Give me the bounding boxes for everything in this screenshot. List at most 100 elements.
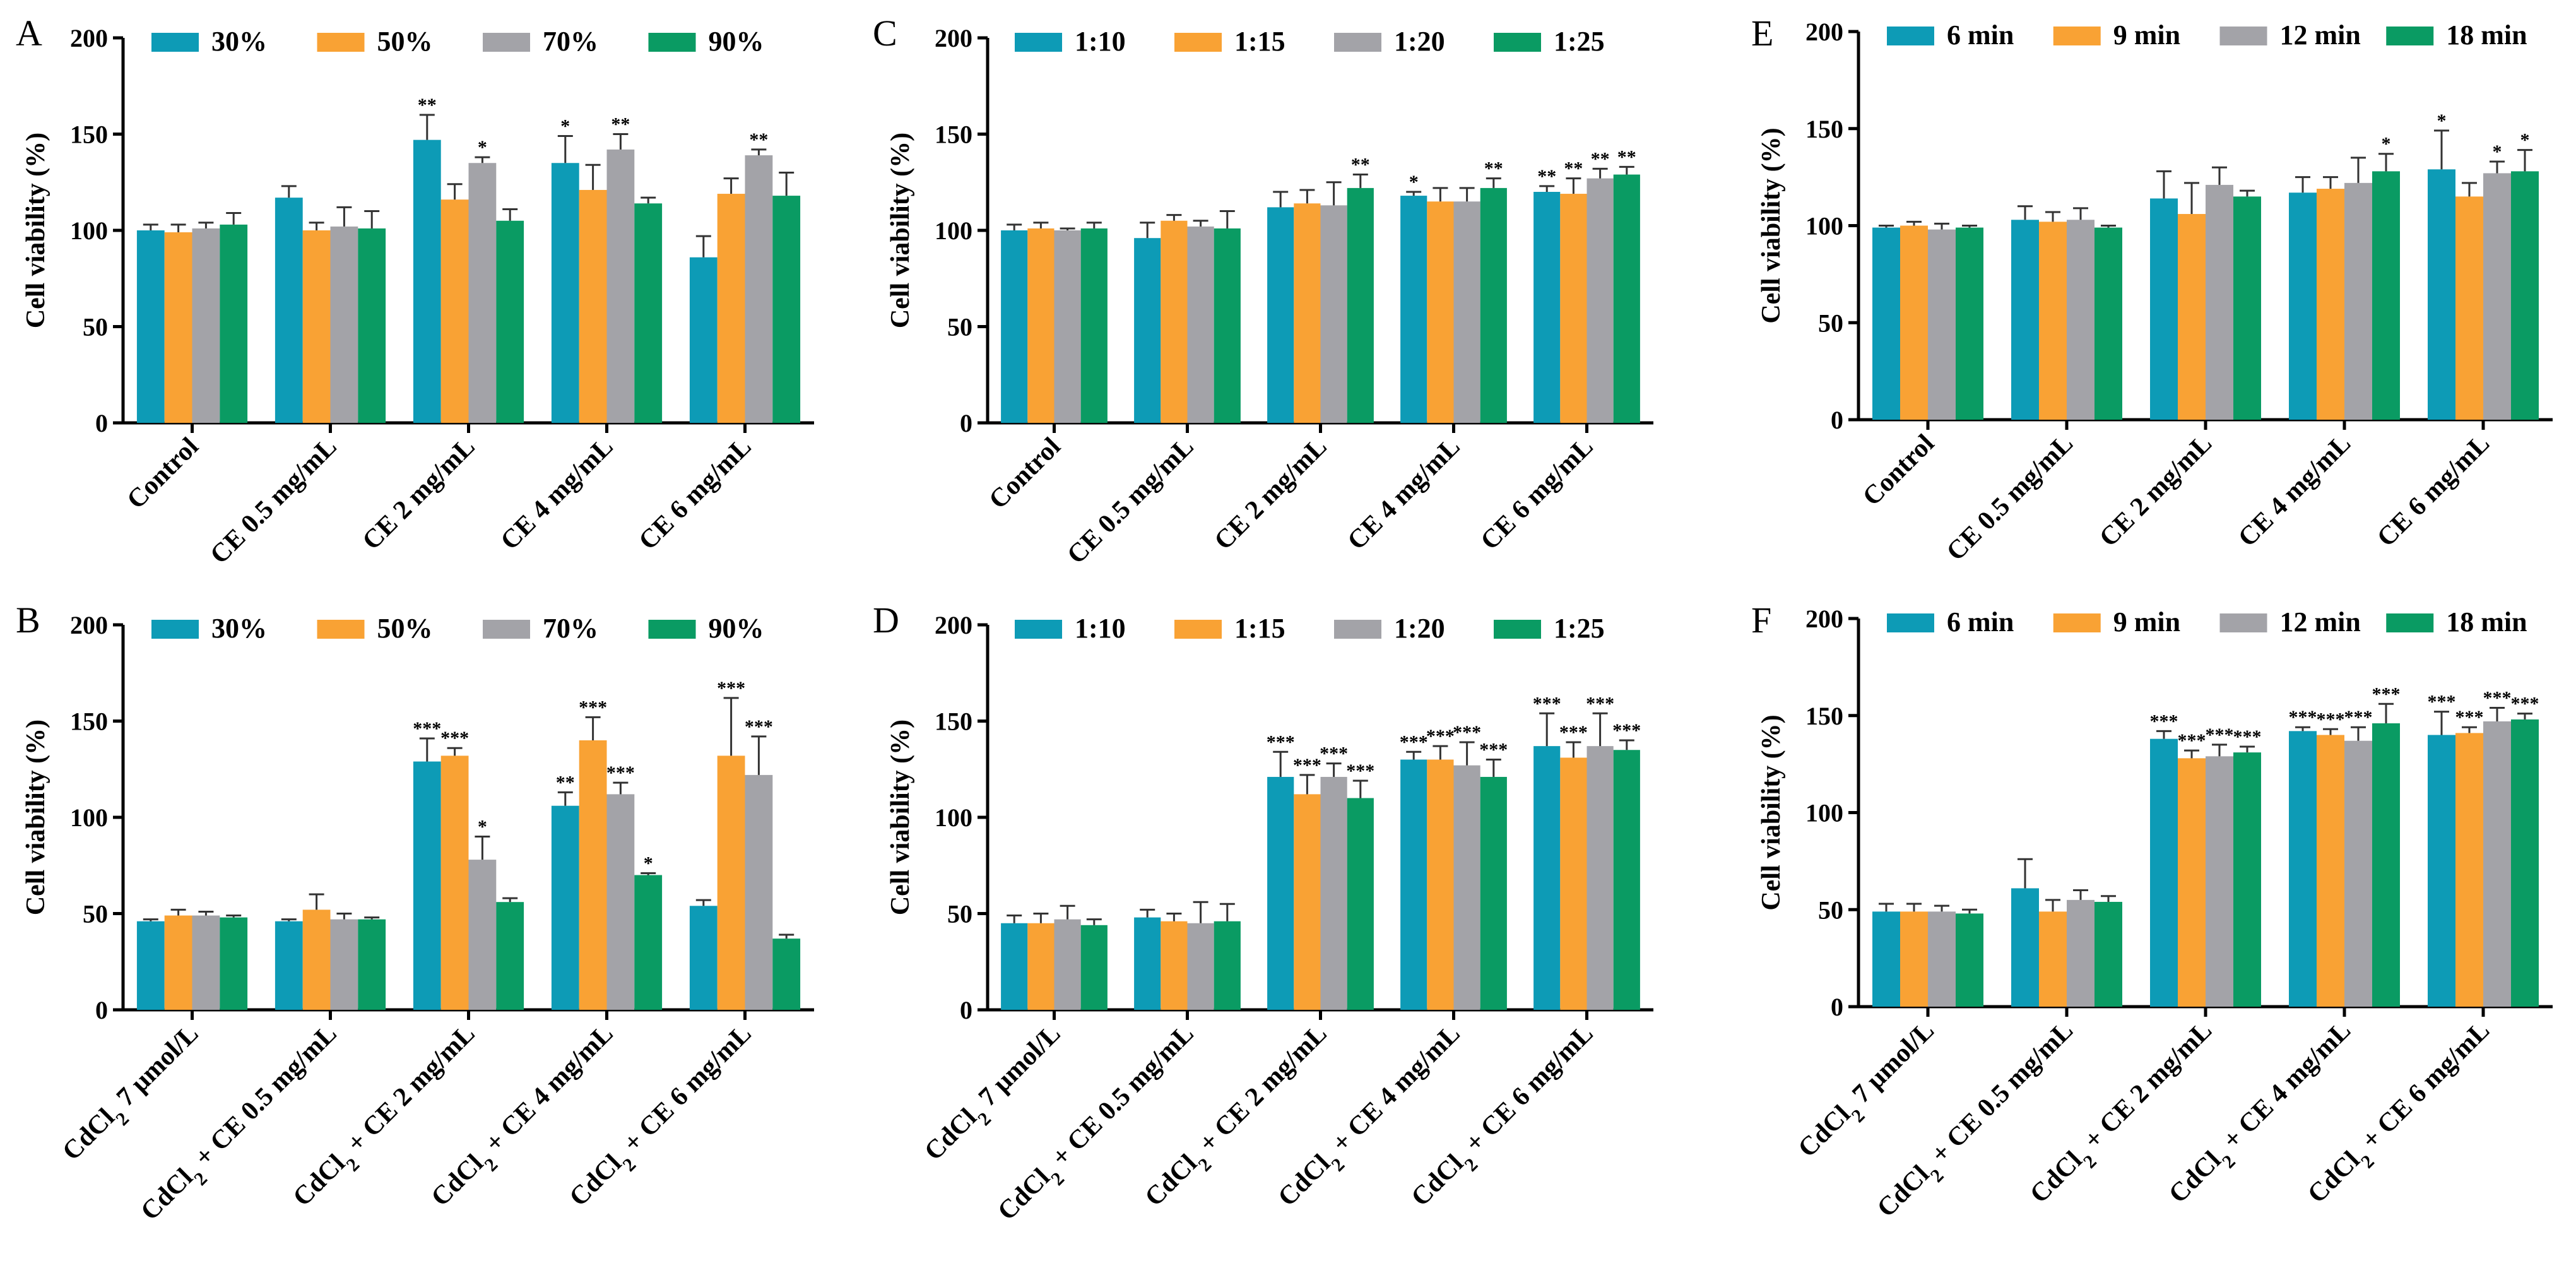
bar (717, 755, 745, 1010)
legend-label: 6 min (1947, 607, 2014, 637)
legend-swatch (1887, 613, 1934, 632)
significance-label: * (2520, 130, 2530, 151)
legend-label: 12 min (2280, 607, 2361, 637)
bar (1956, 913, 1983, 1007)
y-axis-title: Cell viability (%) (886, 719, 915, 915)
bar (1347, 798, 1374, 1010)
y-tick-label: 200 (935, 611, 972, 639)
bar (1267, 776, 1294, 1010)
significance-label: ** (749, 129, 768, 150)
bar (1001, 230, 1028, 423)
bar (2178, 758, 2206, 1007)
panel-letter: C (873, 13, 897, 54)
bar (2317, 735, 2344, 1007)
significance-label: *** (1612, 720, 1641, 741)
legend-label: 1:25 (1554, 26, 1605, 57)
legend-label: 1:20 (1394, 26, 1445, 57)
bar (2483, 173, 2511, 420)
significance-label: *** (2178, 730, 2206, 751)
y-tick-label: 50 (947, 900, 972, 928)
bar (275, 921, 303, 1010)
bar (1161, 220, 1188, 423)
significance-label: *** (1453, 722, 1481, 743)
bar (468, 860, 497, 1010)
significance-label: *** (1400, 731, 1428, 752)
bar (136, 921, 165, 1010)
panel-letter: E (1751, 13, 1773, 54)
legend-swatch (151, 620, 199, 639)
legend-label: 1:15 (1234, 613, 1285, 644)
x-category-label: CE 6 mg/mL (2372, 429, 2495, 553)
bar (1453, 765, 1480, 1010)
y-tick-label: 200 (1805, 605, 1843, 633)
y-tick-label: 50 (83, 900, 108, 928)
bar (634, 875, 663, 1010)
bar (302, 230, 331, 423)
bar (1560, 757, 1587, 1010)
bar (2344, 740, 2372, 1007)
significance-label: *** (745, 716, 773, 737)
bar (551, 163, 579, 423)
bar (2233, 752, 2261, 1007)
bar (1900, 225, 1928, 420)
bar (2206, 184, 2233, 420)
legend-swatch (151, 33, 199, 52)
bar (2150, 198, 2178, 420)
bar (1187, 923, 1214, 1010)
panel-letter: B (16, 600, 40, 641)
significance-label: ** (556, 772, 575, 793)
legend-swatch (2386, 613, 2434, 632)
bar (220, 224, 248, 423)
bar (358, 228, 386, 423)
legend-label: 6 min (1947, 20, 2014, 50)
legend-swatch (2053, 613, 2101, 632)
legend-swatch (648, 620, 696, 639)
y-tick-label: 150 (935, 121, 972, 149)
significance-label: * (1409, 172, 1419, 192)
bar (2455, 196, 2483, 420)
significance-label: *** (1479, 740, 1508, 761)
significance-label: *** (1426, 726, 1455, 747)
x-category-label: CE 4 mg/mL (2233, 429, 2356, 553)
bar (634, 203, 663, 423)
legend-label: 18 min (2446, 20, 2527, 50)
legend-swatch (1334, 33, 1381, 52)
significance-label: *** (606, 762, 635, 783)
bar (2483, 721, 2511, 1007)
bar (2289, 192, 2317, 420)
bar (1480, 187, 1507, 423)
bar (689, 906, 718, 1010)
bar (1001, 923, 1028, 1010)
y-tick-label: 100 (935, 803, 972, 832)
bar (1900, 911, 1928, 1007)
y-tick-label: 150 (70, 708, 108, 736)
bar (1320, 776, 1347, 1010)
bar (1586, 178, 1614, 423)
bar (1320, 205, 1347, 423)
legend-swatch (1494, 33, 1541, 52)
legend-swatch (317, 33, 365, 52)
significance-label: ** (1351, 155, 1370, 175)
bar (689, 257, 718, 423)
bar (2011, 220, 2039, 420)
legend-label: 1:10 (1075, 613, 1126, 644)
significance-label: *** (2511, 694, 2539, 714)
bar (606, 794, 635, 1010)
y-axis-title: Cell viability (%) (21, 133, 50, 328)
significance-label: *** (1533, 693, 1561, 714)
bar (164, 915, 192, 1010)
y-tick-label: 0 (960, 996, 972, 1024)
significance-label: *** (2428, 692, 2456, 713)
legend-label: 30% (211, 26, 267, 57)
panel-a: A 0 50 100 150 200 Cell viability (%) 30% 50% 70%… (16, 13, 814, 570)
y-axis-title: Cell viability (%) (21, 719, 50, 915)
significance-label: *** (1293, 755, 1321, 776)
bar (1480, 776, 1507, 1010)
y-axis-title: Cell viability (%) (886, 133, 915, 328)
x-category-label: CE 0.5 mg/mL (1061, 432, 1199, 570)
x-category-label: CdCl2 7 μmol/L (1793, 1016, 1946, 1170)
y-tick-label: 50 (947, 313, 972, 341)
bar (1134, 238, 1161, 423)
bar (1054, 230, 1081, 423)
legend-swatch (317, 620, 365, 639)
